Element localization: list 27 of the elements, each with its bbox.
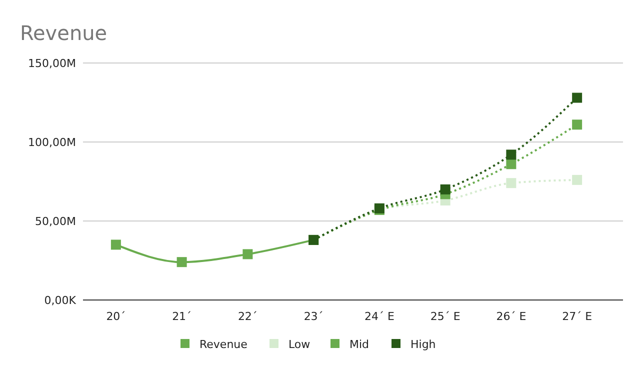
chart-title: Revenue — [20, 21, 108, 45]
legend-label: Revenue — [200, 338, 248, 351]
legend-label: High — [410, 338, 436, 351]
x-tick-label: 24´ E — [364, 310, 394, 323]
x-tick-label: 26´ E — [496, 310, 526, 323]
y-tick-label: 100,00M — [28, 136, 76, 149]
y-tick-label: 150,00M — [28, 56, 76, 70]
point — [506, 150, 516, 160]
point — [506, 178, 516, 188]
x-tick-label: 22´ — [238, 310, 258, 323]
x-tick-label: 21´ — [172, 310, 192, 323]
x-tick-label: 25´ E — [430, 310, 460, 323]
legend-label: Mid — [350, 338, 370, 351]
point — [572, 174, 582, 185]
x-tick-label: 27´ E — [562, 310, 592, 323]
x-tick-label: 23´ — [304, 310, 324, 323]
legend-label: Low — [288, 338, 310, 351]
point — [572, 92, 582, 103]
y-tick-label: 50,00M — [35, 214, 76, 228]
point — [506, 159, 516, 170]
point — [572, 120, 582, 130]
x-tick-label: 20´ — [106, 310, 126, 323]
y-tick-label: 0,00K — [44, 294, 77, 307]
point — [440, 184, 450, 194]
point — [176, 257, 187, 268]
point — [110, 240, 121, 250]
point — [242, 249, 253, 260]
